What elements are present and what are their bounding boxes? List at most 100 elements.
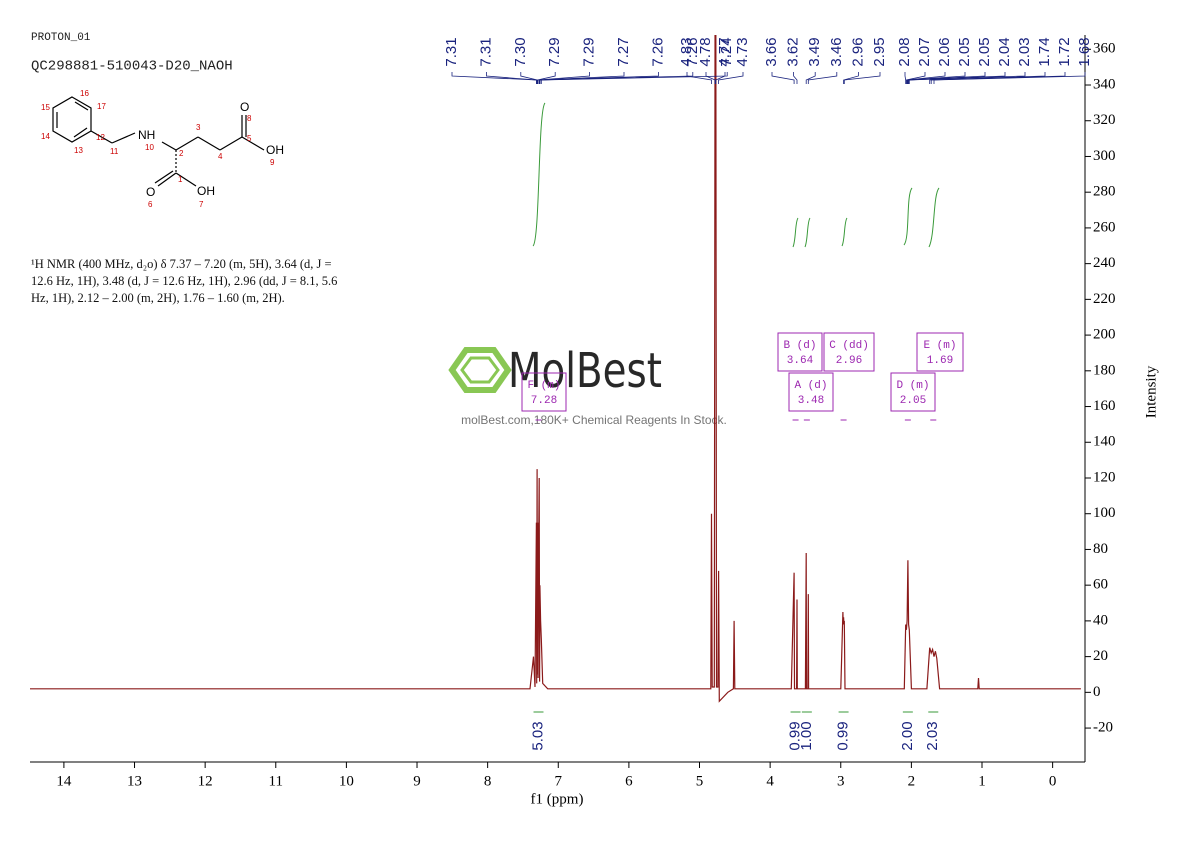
y-tick-label: 120 [1093,469,1116,485]
peak-label: 7.29 [546,37,563,66]
atom-number: 14 [41,132,50,141]
multiplet-box [823,332,875,372]
y-tick-label: 300 [1093,148,1116,164]
x-tick-label: 13 [127,773,142,789]
atom-label: O [240,100,249,114]
peak-label: 7.30 [512,37,529,66]
x-axis-label: f1 (ppm) [531,791,584,807]
spectrum-line [30,35,1081,703]
peak-label: 4.83 [678,37,695,66]
peak-label: 1.68 [1076,37,1093,66]
x-tick-label: 8 [484,773,492,789]
multiplet-box [916,332,964,372]
integral-label: 2.00 [899,721,916,750]
atom-number: 1 [178,175,183,184]
peak-label: 3.46 [828,37,845,66]
peak-connector [705,72,716,84]
y-tick-label: 0 [1093,684,1101,700]
peak-connector [793,72,798,84]
peak-connector [906,72,946,84]
x-tick-label: 0 [1049,773,1057,789]
peak-label: 2.08 [896,37,913,66]
peak-connector [686,72,712,84]
integral-curves [532,102,940,248]
y-tick-label: -20 [1093,719,1113,735]
multiplet-shift: 3.64 [787,355,814,367]
peak-connector [451,72,537,84]
watermark-brand: MolBest [508,343,662,399]
molecule [52,96,265,187]
atom-number: 12 [96,133,105,142]
atom-number: 11 [110,147,119,156]
multiplet-shift: 3.48 [798,395,824,407]
multiplet-box [521,372,567,412]
y-tick-label: 100 [1093,505,1116,521]
peak-connector [907,72,986,84]
peak-label: 3.62 [785,37,802,66]
peak-connector [908,72,1026,84]
peak-label: 1.72 [1056,37,1073,66]
atom-labels: 16 17 15 12 14 13 11 NH 10 2 3 4 5 O 8 O… [41,89,284,209]
peak-label: 3.66 [763,37,780,66]
y-tick-label: 240 [1093,255,1116,271]
watermark-tagline: molBest.com,180K+ Chemical Reagents In S… [461,413,727,427]
atom-number: 5 [247,134,252,143]
peak-connector [537,72,556,84]
nmr-description: ¹H NMR (400 MHz, d₂o) δ 7.37 – 7.20 (m, … [31,257,338,305]
atom-number: 2 [179,149,184,158]
x-tick-label: 6 [625,773,633,789]
peak-connector [805,72,816,84]
peak-label: 3.49 [806,37,823,66]
integral-label: 0.99 [835,721,852,750]
multiplet-name: C (dd) [829,340,869,352]
x-tick-label: 12 [198,773,213,789]
y-tick-label: 340 [1093,76,1116,92]
multiplet-name: F (m) [527,380,560,392]
peak-label: 4.77 [716,37,733,66]
atom-number: 13 [74,146,83,155]
atom-label: O [146,185,155,199]
x-tick-label: 4 [766,773,774,789]
peak-connector [715,72,726,84]
y-tick-label: 80 [1093,541,1108,557]
peak-label: 7.26 [649,37,666,66]
x-tick-label: 2 [908,773,916,789]
atom-number: 15 [41,103,50,112]
y-tick-label: 360 [1093,41,1116,57]
multiplet-shift: 1.69 [927,355,953,367]
multiplet-shift: 2.05 [900,395,926,407]
peak-label: 2.04 [996,37,1013,66]
y-tick-label: 160 [1093,398,1116,414]
peak-label: 2.05 [976,37,993,66]
integral-label: 0.99 [787,721,804,750]
peak-connector [520,72,538,84]
x-tick-label: 14 [56,773,72,789]
integral-label: 2.03 [924,721,941,750]
atom-number: 17 [97,102,106,111]
peak-connector [771,72,795,84]
peak-connector [540,72,728,84]
multiplet-shift: 2.96 [836,355,862,367]
y-tick-label: 20 [1093,648,1108,664]
peak-connector [933,72,1086,84]
header-title: PROTON_01 [31,32,91,44]
peak-label: 2.07 [916,37,933,66]
x-tick-label: 5 [696,773,704,789]
y-tick-label: 40 [1093,612,1108,628]
multiplet-name: D (m) [896,380,929,392]
peak-label: 7.31 [477,37,494,66]
peak-label: 2.95 [871,37,888,66]
integral-label: 1.00 [798,721,815,750]
peak-label: 1.74 [1036,37,1053,66]
atom-number: 7 [199,200,204,209]
peak-label: 4.73 [734,37,751,66]
atom-label: OH [197,184,215,198]
multiplet-box [788,372,834,412]
x-tick-label: 1 [978,773,986,789]
peak-connector [537,72,590,84]
peak-connector [718,72,744,84]
atom-number: 4 [218,152,223,161]
peak-label: 2.05 [956,37,973,66]
x-tick-label: 7 [555,773,563,789]
